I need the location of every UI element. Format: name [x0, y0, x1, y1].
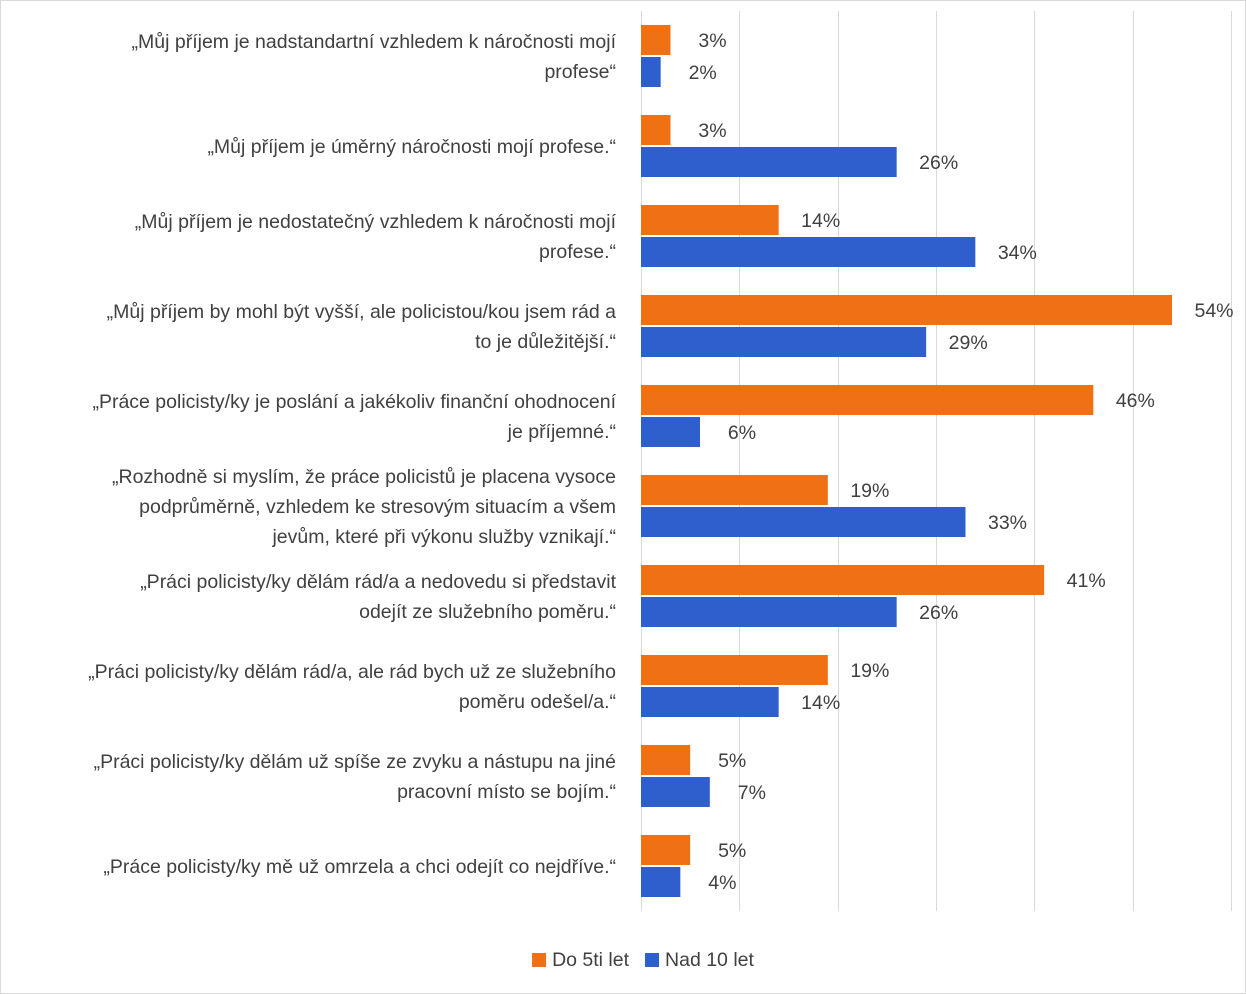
bar-do-5ti-let	[641, 385, 1094, 415]
category-label-line: to je důležitější.“	[475, 331, 616, 353]
data-labels: 3% 2% 3% 26% 14% 34% 54% 29% 46% 6% 19% 33% 41% 26% 19…	[689, 30, 1234, 894]
data-label: 2%	[689, 62, 717, 84]
category-label-line: „Rozhodně si myslím, že práce policistů …	[112, 466, 616, 488]
bar-nad-10-let	[641, 57, 661, 87]
category-label-line: „Práci policisty/ky dělám rád/a, ale rád…	[88, 661, 616, 683]
category-label-line: pracovní místo se bojím.“	[397, 781, 616, 803]
legend-swatch	[645, 953, 660, 967]
category-label: „Rozhodně si myslím, že práce policistů …	[112, 466, 616, 548]
category-label: „Práci policisty/ky dělám už spíše ze zv…	[94, 751, 616, 803]
bar-do-5ti-let	[641, 745, 691, 775]
data-label: 46%	[1116, 390, 1155, 412]
data-label: 26%	[919, 602, 958, 624]
legend-label: Nad 10 let	[665, 949, 754, 971]
bar-do-5ti-let	[641, 205, 779, 235]
category-label: „Práci policisty/ky dělám rád/a, ale rád…	[88, 661, 616, 713]
category-label-line: profese“	[544, 61, 616, 83]
data-label: 3%	[698, 30, 726, 52]
category-label: „Můj příjem by mohl být vyšší, ale polic…	[107, 301, 617, 353]
bar-nad-10-let	[641, 417, 700, 447]
data-label: 14%	[801, 692, 840, 714]
bar-do-5ti-let	[641, 835, 691, 865]
category-label-line: „Můj příjem je nedostatečný vzhledem k n…	[135, 211, 617, 233]
category-label-line: „Práci policisty/ky dělám už spíše ze zv…	[94, 751, 616, 773]
data-label: 33%	[988, 512, 1027, 534]
data-label: 19%	[850, 480, 889, 502]
bar-nad-10-let	[641, 777, 710, 807]
category-label-line: odejít ze služebního poměru.“	[359, 601, 616, 623]
bar-do-5ti-let	[641, 565, 1045, 595]
data-label: 5%	[718, 750, 746, 772]
bar-do-5ti-let	[641, 295, 1172, 325]
bar-nad-10-let	[641, 507, 966, 537]
bar-do-5ti-let	[641, 475, 828, 505]
category-label-line: „Práci policisty/ky dělám rád/a a nedove…	[140, 571, 616, 593]
bar-do-5ti-let	[641, 25, 671, 55]
bar-do-5ti-let	[641, 655, 828, 685]
category-label-line: „Práce policisty/ky je poslání a jakékol…	[92, 391, 616, 413]
data-label: 29%	[949, 332, 988, 354]
category-label-line: „Práce policisty/ky mě už omrzela a chci…	[103, 856, 616, 878]
category-label-line: jevům, které při výkonu služby vznikají.…	[271, 526, 616, 548]
data-label: 41%	[1067, 570, 1106, 592]
gridlines	[641, 11, 1232, 911]
data-label: 26%	[919, 152, 958, 174]
data-label: 19%	[850, 660, 889, 682]
bar-nad-10-let	[641, 867, 681, 897]
category-label: „Můj příjem je nedostatečný vzhledem k n…	[135, 211, 617, 263]
category-label-line: „Můj příjem by mohl být vyšší, ale polic…	[107, 301, 617, 323]
data-label: 4%	[708, 872, 736, 894]
bar-nad-10-let	[641, 597, 897, 627]
legend-label: Do 5ti let	[552, 949, 630, 971]
bar-do-5ti-let	[641, 115, 671, 145]
category-label-line: je příjemné.“	[507, 421, 616, 443]
bars	[641, 25, 1172, 897]
data-label: 14%	[801, 210, 840, 232]
legend: Do 5ti let Nad 10 let	[532, 949, 754, 971]
bar-nad-10-let	[641, 327, 927, 357]
category-label-line: podprůměrně, vzhledem ke stresovým situa…	[139, 496, 616, 518]
data-label: 54%	[1194, 300, 1233, 322]
category-label-line: poměru odešel/a.“	[459, 691, 616, 713]
data-label: 3%	[698, 120, 726, 142]
category-label-line: „Můj příjem je nadstandartní vzhledem k …	[132, 31, 617, 53]
data-label: 34%	[998, 242, 1037, 264]
category-label-line: „Můj příjem je úměrný náročnosti mojí pr…	[207, 136, 616, 158]
category-label: „Můj příjem je nadstandartní vzhledem k …	[132, 31, 617, 83]
category-labels: „Můj příjem je nadstandartní vzhledem k …	[88, 31, 616, 878]
bar-nad-10-let	[641, 687, 779, 717]
data-label: 5%	[718, 840, 746, 862]
category-label-line: profese.“	[539, 241, 616, 263]
bar-nad-10-let	[641, 237, 976, 267]
data-label: 7%	[738, 782, 766, 804]
legend-swatch	[532, 953, 547, 967]
category-label: „Můj příjem je úměrný náročnosti mojí pr…	[207, 136, 616, 158]
data-label: 6%	[728, 422, 756, 444]
category-label: „Práci policisty/ky dělám rád/a a nedove…	[140, 571, 616, 623]
category-label: „Práce policisty/ky je poslání a jakékol…	[92, 391, 616, 443]
category-label: „Práce policisty/ky mě už omrzela a chci…	[103, 856, 616, 878]
bar-nad-10-let	[641, 147, 897, 177]
